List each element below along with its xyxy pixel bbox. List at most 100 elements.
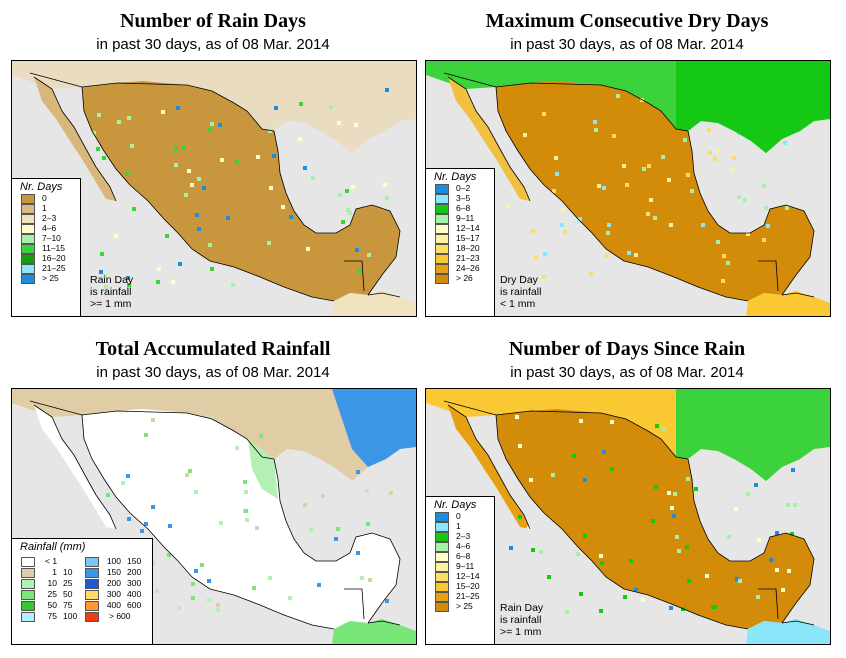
map-pixel: [738, 579, 742, 583]
map-pixel: [669, 223, 673, 227]
map-pixel: [606, 231, 610, 235]
map-pixel: [610, 467, 614, 471]
map-pixel: [642, 167, 646, 171]
map-pixel: [365, 489, 369, 493]
legend-days-since-rain: Nr. Days 0 1 2–3 4–6 6–8 9–11 12–14 15–20 21–25 >…: [425, 496, 495, 645]
legend-label: 4–6: [42, 223, 57, 233]
land-baja: [34, 77, 116, 201]
legend-high: 75: [63, 600, 73, 610]
legend-title: Nr. Days: [434, 499, 477, 511]
panel-days-since-rain: Number of Days Since Rain in past 30 day…: [422, 328, 832, 646]
map-pixel: [634, 253, 638, 257]
map-pixel: [272, 154, 276, 158]
map-pixel: [653, 216, 657, 220]
legend-item: 4–6: [426, 541, 494, 552]
map-pixel: [543, 252, 547, 256]
map-pixel: [385, 196, 389, 200]
map-pixel: [125, 172, 129, 176]
legend-item: 21–23: [426, 253, 494, 264]
legend-swatch: [85, 601, 99, 611]
borders: [29, 400, 401, 630]
map-pixel: [583, 478, 587, 482]
map-pixel: [790, 532, 794, 536]
map-pixel: [244, 490, 248, 494]
legend-item: 11–15: [12, 243, 80, 254]
legend-item: 150 200: [85, 567, 147, 579]
map-pixel: [610, 420, 614, 424]
map-pixel: [299, 102, 303, 106]
map-pixel: [202, 186, 206, 190]
map-pixel: [534, 255, 538, 259]
map-pixel: [654, 485, 658, 489]
map-pixel: [92, 131, 96, 135]
map-pixel: [144, 433, 148, 437]
map-pixel: [542, 275, 546, 279]
map-pixel: [786, 503, 790, 507]
map-pixel: [737, 195, 741, 199]
map-region: [676, 389, 830, 481]
map-pixel: [593, 120, 597, 124]
legend-swatch: [435, 522, 449, 532]
map-pixel: [667, 491, 671, 495]
map-pixel: [187, 169, 191, 173]
legend-item: 7–10: [12, 233, 80, 244]
legend-item: 2–3: [12, 213, 80, 224]
map-pixel: [711, 605, 715, 609]
map-pixel: [360, 576, 364, 580]
map-region: [332, 389, 416, 467]
legend-swatch: [435, 552, 449, 562]
legend-swatch: [85, 568, 99, 578]
map-pixel: [667, 178, 671, 182]
legend-swatch: [435, 602, 449, 612]
map-pixel: [265, 418, 269, 422]
land-mexico: [82, 409, 400, 629]
map-pixel: [547, 575, 551, 579]
map-pixel: [210, 267, 214, 271]
legend-label: 2–3: [42, 213, 57, 223]
map-pixel: [191, 582, 195, 586]
map-pixel: [721, 279, 725, 283]
map-pixel: [178, 262, 182, 266]
legend-label: 6–8: [456, 203, 471, 213]
legend-item: 21–25: [12, 263, 80, 274]
legend-label: 0–2: [456, 183, 471, 193]
map-region: [676, 61, 830, 153]
map-pixel: [787, 569, 791, 573]
map-pixel: [594, 128, 598, 132]
map-pixel: [383, 183, 387, 187]
borders: [443, 72, 815, 302]
legend-label: 12–14: [456, 571, 480, 581]
map-pixel: [542, 112, 546, 116]
speckles: [92, 88, 389, 289]
legend-high: 25: [63, 578, 73, 588]
panel-subtitle: in past 30 days, as of 08 Mar. 2014: [510, 36, 744, 53]
map-pixel: [518, 444, 522, 448]
map-pixel: [735, 577, 739, 581]
legend-item: 100 150: [85, 556, 147, 568]
map-pixel: [121, 481, 125, 485]
map-pixel: [127, 283, 131, 287]
legend-item: 15–20: [426, 581, 494, 592]
legend-item: 16–20: [12, 253, 80, 264]
legend-swatch: [21, 244, 35, 254]
map-pixel: [303, 166, 307, 170]
map-pixel: [607, 223, 611, 227]
legend-swatch: [435, 224, 449, 234]
map-pixel: [102, 156, 106, 160]
map-pixel: [701, 223, 705, 227]
map-pixel: [746, 492, 750, 496]
map-pixel: [523, 133, 527, 137]
legend-label: 0: [456, 511, 461, 521]
land-mexico: [496, 81, 814, 301]
map-pixel: [583, 534, 587, 538]
map-pixel: [334, 537, 338, 541]
map-pixel: [156, 280, 160, 284]
land-mexico: [82, 81, 400, 301]
legend-swatch: [21, 274, 35, 284]
map-pixel: [775, 568, 779, 572]
map-days-since-rain: [425, 388, 831, 645]
land-usa: [12, 389, 416, 481]
land-central-america: [332, 619, 416, 644]
legend-swatch: [435, 592, 449, 602]
map-pixel: [775, 531, 779, 535]
